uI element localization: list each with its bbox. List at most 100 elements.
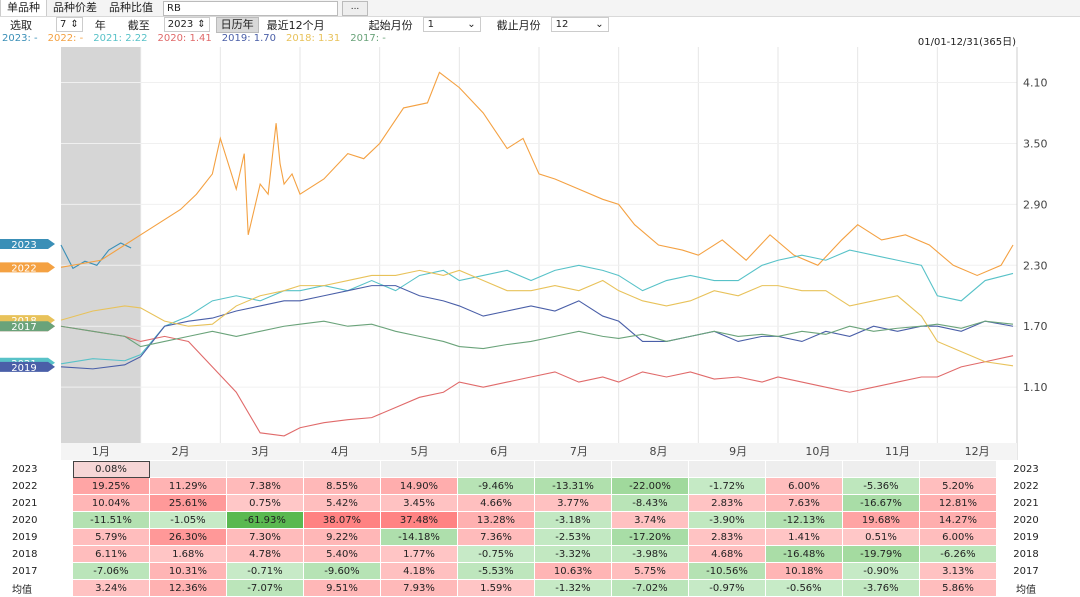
browse-button[interactable]: ...	[342, 0, 368, 16]
series-line-2021	[60, 249, 1014, 365]
table-cell: 12.36%	[149, 579, 227, 597]
legend-item-0: 2023: -	[2, 33, 38, 44]
symbol-input[interactable]: RB	[163, 0, 338, 16]
row-year-label: 2022	[0, 477, 73, 495]
y-tick-label: 4.10	[1023, 77, 1048, 90]
year-tag-2023	[0, 238, 55, 249]
calendar-year-button[interactable]: 日历年	[215, 16, 259, 33]
table-cell: -22.00%	[611, 477, 689, 495]
tab-single-product[interactable]: 单品种	[0, 0, 47, 16]
year-tag-2017	[0, 321, 55, 332]
table-cell: 7.30%	[226, 528, 304, 546]
table-cell: 13.28%	[457, 511, 535, 529]
years-unit: 年	[94, 18, 106, 32]
table-cell: 2.83%	[688, 528, 766, 546]
legend-item-1: 2022: -	[47, 33, 84, 44]
table-cell: 7.38%	[226, 477, 304, 495]
series-line-2020	[60, 325, 1014, 437]
table-cell: -1.72%	[688, 477, 766, 495]
year-tag-label: 2023	[11, 240, 36, 251]
row-year-label-right: 2018	[996, 545, 1056, 563]
legend-item-2: 2021: 2.22	[93, 33, 148, 44]
table-cell: 2.83%	[688, 494, 766, 512]
legend-item-6: 2017: -	[350, 33, 386, 44]
end-month-label: 截止月份	[496, 18, 541, 32]
recent-12-months-button[interactable]: 最近12个月	[266, 18, 325, 32]
until-year-value: 2023	[167, 19, 194, 30]
table-cell: -5.36%	[842, 477, 920, 495]
x-tick-label: 2月	[172, 445, 190, 458]
row-year-label-right: 均值	[996, 579, 1056, 597]
tab-spread[interactable]: 品种价差	[53, 1, 97, 14]
year-tag-label: 2017	[11, 322, 36, 333]
table-cell: 1.68%	[149, 545, 227, 563]
table-cell: 7.36%	[457, 528, 535, 546]
table-cell: 1.41%	[765, 528, 843, 546]
table-cell: -3.76%	[842, 579, 920, 597]
row-year-label: 2023	[0, 461, 73, 478]
tab-ratio[interactable]: 品种比值	[109, 1, 153, 14]
table-row: 2018 6.11% 1.68% 4.78% 5.40% 1.77% -0.75% -3.32…	[0, 545, 1056, 563]
table-cell: 4.68%	[688, 545, 766, 563]
table-cell: 4.66%	[457, 494, 535, 512]
table-cell: -3.18%	[534, 511, 612, 529]
table-cell: 5.42%	[303, 494, 381, 512]
table-cell: 4.18%	[380, 562, 458, 580]
table-cell	[303, 461, 381, 478]
y-tick-label: 2.90	[1023, 198, 1048, 211]
table-cell: -10.56%	[688, 562, 766, 580]
row-year-label-right: 2020	[996, 511, 1056, 529]
table-cell: 38.07%	[303, 511, 381, 529]
top-tab-bar: 单品种 品种价差 品种比值 RB ...	[0, 0, 1080, 17]
date-range: 01/01-12/31(365日)	[917, 37, 1016, 48]
end-month-select[interactable]: 12 ⌄	[550, 17, 609, 32]
table-cell: -12.13%	[765, 511, 843, 529]
chevron-down-icon: ⌄	[595, 19, 604, 30]
table-cell: -7.02%	[611, 579, 689, 597]
y-tick-label: 1.70	[1023, 320, 1048, 333]
spin-arrows-icon[interactable]: ⇕	[197, 19, 206, 30]
start-month-value: 1	[427, 19, 434, 30]
y-tick-label: 3.50	[1023, 137, 1048, 150]
table-cell	[149, 461, 227, 478]
table-cell: 4.78%	[226, 545, 304, 563]
series-line-2023	[60, 242, 132, 270]
table-cell: 3.45%	[380, 494, 458, 512]
series-legend: 2023: - 2022: - 2021: 2.22 2020: 1.41 2019: …	[0, 33, 386, 45]
pick-label: 选取	[10, 18, 32, 32]
year-tag-label: 2022	[11, 263, 36, 274]
table-row: 2017 -7.06% 10.31% -0.71% -9.60% 4.18% -5.53% 1…	[0, 562, 1056, 580]
table-cell: -3.90%	[688, 511, 766, 529]
table-cell: 5.40%	[303, 545, 381, 563]
y-tick-label: 1.10	[1023, 381, 1048, 394]
table-cell: -6.26%	[919, 545, 996, 563]
table-cell: 25.61%	[149, 494, 227, 512]
table-cell: 9.22%	[303, 528, 381, 546]
table-row: 2022 19.25% 11.29% 7.38% 8.55% 14.90% -9.46% -1…	[0, 477, 1056, 495]
table-cell: -16.48%	[765, 545, 843, 563]
table-cell: -3.98%	[611, 545, 689, 563]
table-cell: 26.30%	[149, 528, 227, 546]
x-axis-band	[61, 443, 1017, 460]
table-cell: 0.51%	[842, 528, 920, 546]
x-tick-label: 4月	[331, 445, 349, 458]
table-cell	[919, 461, 996, 478]
table-cell: 14.27%	[919, 511, 996, 529]
table-cell: 10.31%	[149, 562, 227, 580]
table-cell: -14.18%	[380, 528, 458, 546]
x-tick-label: 7月	[570, 445, 588, 458]
x-tick-label: 5月	[411, 445, 429, 458]
row-year-label-right: 2023	[996, 461, 1056, 478]
row-year-label: 2017	[0, 562, 73, 580]
until-year-stepper[interactable]: 2023 ⇕	[163, 17, 210, 32]
table-cell: 6.00%	[765, 477, 843, 495]
spin-arrows-icon[interactable]: ⇕	[70, 19, 79, 30]
table-cell	[765, 461, 843, 478]
x-tick-label: 3月	[251, 445, 269, 458]
table-cell: -3.32%	[534, 545, 612, 563]
years-stepper[interactable]: 7 ⇕	[56, 17, 83, 32]
table-cell: -61.93%	[226, 511, 304, 529]
table-cell: 10.63%	[534, 562, 612, 580]
start-month-select[interactable]: 1 ⌄	[422, 17, 481, 32]
table-cell: -9.60%	[303, 562, 381, 580]
